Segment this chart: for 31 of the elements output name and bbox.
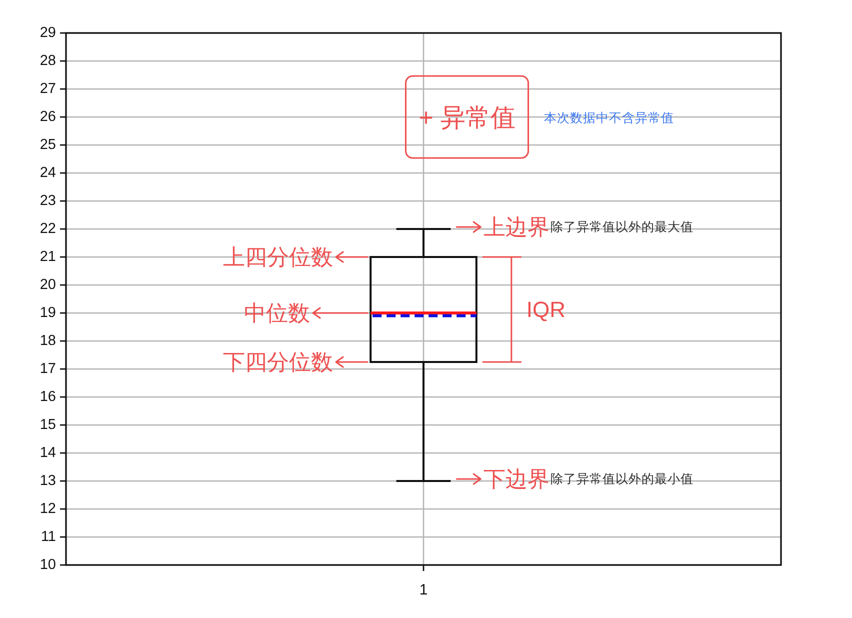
annotation: 中位数 [244, 300, 310, 326]
y-tick-label: 25 [40, 137, 56, 153]
y-tick-label: 18 [40, 333, 56, 349]
x-tick-label: 1 [419, 582, 428, 598]
annotation: 上四分位数 [223, 244, 333, 270]
annotation: + 异常值 [418, 104, 516, 132]
y-tick-label: 13 [40, 473, 56, 489]
y-tick-label: 21 [40, 249, 56, 265]
y-tick-label: 29 [40, 25, 56, 41]
y-tick-label: 14 [40, 445, 56, 461]
y-tick-label: 19 [40, 305, 56, 321]
annotation: 上边界 [484, 214, 550, 240]
y-tick-label: 28 [40, 53, 56, 69]
y-tick-label: 10 [40, 557, 56, 573]
y-tick-label: 15 [40, 417, 56, 433]
annotation: 下边界 [484, 466, 550, 492]
annotation: IQR [526, 297, 566, 322]
annotation: 除了异常值以外的最大值 [550, 220, 694, 234]
annotation: 除了异常值以外的最小值 [550, 472, 694, 486]
y-tick-label: 20 [40, 277, 56, 293]
y-tick-label: 23 [40, 193, 56, 209]
y-tick-label: 27 [40, 81, 56, 97]
y-tick-label: 16 [40, 389, 56, 405]
annotation: 下四分位数 [223, 350, 333, 374]
annotation: 本次数据中不含异常值 [544, 111, 674, 125]
y-tick-label: 11 [40, 529, 56, 545]
y-tick-label: 24 [40, 165, 56, 181]
y-tick-label: 17 [40, 361, 56, 377]
y-tick-label: 26 [40, 109, 56, 125]
y-tick-label: 12 [40, 501, 56, 517]
y-tick-label: 22 [40, 221, 56, 237]
